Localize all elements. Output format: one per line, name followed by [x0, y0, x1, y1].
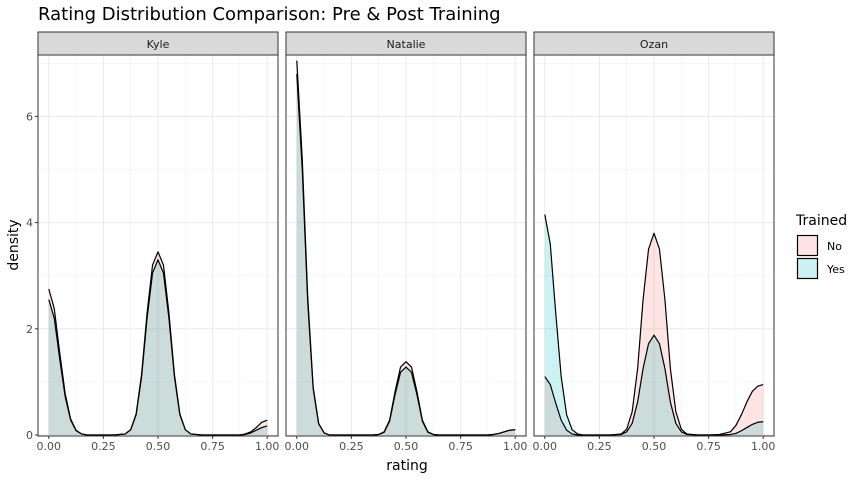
x-tick-label: 0.25 — [339, 440, 364, 453]
density-line-yes — [48, 259, 268, 436]
legend-label-yes: Yes — [826, 263, 845, 276]
legend: Trained No Yes — [795, 213, 847, 280]
x-tick-label: 0.00 — [37, 440, 62, 453]
y-tick-label: 0 — [26, 429, 33, 442]
x-tick-label: 0.50 — [394, 440, 419, 453]
x-tick-label: 0.75 — [448, 440, 473, 453]
x-tick-label: 0.50 — [146, 440, 171, 453]
x-tick-label: 0.75 — [696, 440, 721, 453]
x-axis-title: rating — [386, 458, 427, 474]
x-tick-label: 0.00 — [533, 440, 558, 453]
x-tick-label: 1.00 — [503, 440, 528, 453]
facet-strip-label: Ozan — [640, 38, 668, 51]
density-area-no — [48, 251, 268, 435]
facet-panels: Kyle 0.00 0.25 0.50 0.75 1.00 0 2 4 6 Natalie 0.00 0… — [26, 31, 776, 453]
x-tick-label: 0.00 — [285, 440, 310, 453]
y-axis-title: density — [6, 219, 22, 270]
density-area-yes — [48, 259, 268, 435]
x-tick-label: 1.00 — [255, 440, 280, 453]
y-tick-label: 6 — [26, 110, 33, 123]
density-line-yes — [544, 214, 764, 436]
facet-panel-natalie: Natalie 0.00 0.25 0.50 0.75 1.00 — [285, 31, 528, 453]
x-tick-label: 0.50 — [642, 440, 667, 453]
x-tick-label: 0.25 — [587, 440, 612, 453]
density-area-no — [544, 233, 764, 435]
legend-title: Trained — [795, 213, 847, 229]
x-tick-label: 0.25 — [91, 440, 116, 453]
facet-panel-ozan: Ozan 0.00 0.25 0.50 0.75 1.00 — [533, 31, 776, 453]
facet-strip-label: Natalie — [387, 38, 426, 51]
density-line-no — [544, 232, 764, 436]
density-line-yes — [296, 73, 516, 436]
y-tick-label: 4 — [26, 217, 33, 230]
legend-key-bg — [797, 235, 818, 256]
density-area-yes — [544, 214, 764, 435]
legend-label-no: No — [827, 240, 842, 253]
chart-title: Rating Distribution Comparison: Pre & Po… — [38, 4, 501, 25]
y-tick-label: 2 — [26, 323, 33, 336]
legend-key-yes — [796, 257, 819, 280]
legend-key-no — [796, 234, 819, 257]
facet-strip-label: Kyle — [147, 38, 170, 51]
legend-key-bg — [797, 258, 818, 279]
x-tick-label: 1.00 — [751, 440, 776, 453]
facet-panel-kyle: Kyle 0.00 0.25 0.50 0.75 1.00 0 2 4 6 — [26, 31, 280, 453]
x-tick-label: 0.75 — [200, 440, 225, 453]
